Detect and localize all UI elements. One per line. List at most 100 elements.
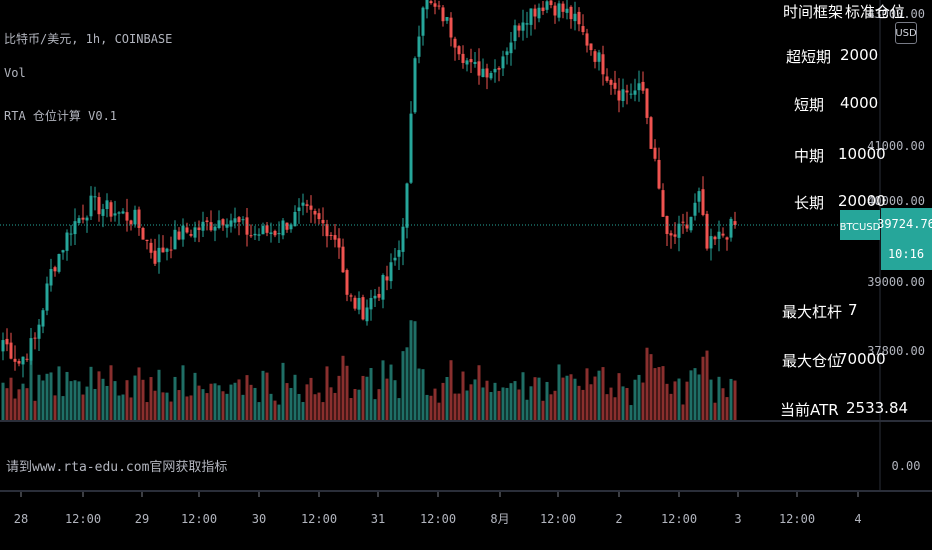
volume-bar <box>409 320 413 420</box>
volume-bar <box>381 360 385 420</box>
candle-body <box>413 58 417 113</box>
volume-bar <box>53 395 57 420</box>
volume-bar <box>733 380 737 420</box>
candle-body <box>121 211 125 214</box>
volume-bar <box>417 368 421 420</box>
candle-body <box>713 236 717 240</box>
candle-body <box>321 219 325 224</box>
candle-body <box>453 38 457 48</box>
x-axis-tick-label: 8月 <box>490 512 509 526</box>
volume-bar <box>341 355 345 420</box>
candle-body <box>297 207 301 212</box>
volume-bar <box>21 383 25 420</box>
volume-bar <box>201 389 205 420</box>
candle-body <box>221 219 225 226</box>
volume-bar <box>205 393 209 420</box>
volume-bar <box>281 362 285 420</box>
volume-bar <box>389 364 393 420</box>
candle-body <box>161 247 165 253</box>
candle-body <box>249 235 253 237</box>
candle-body <box>225 224 229 228</box>
candle-body <box>337 238 341 248</box>
symbol-legend: 比特币/美元, 1h, COINBASE <box>4 32 173 46</box>
volume-bar <box>317 392 321 420</box>
volume-bar <box>701 356 705 420</box>
volume-bar <box>481 387 485 420</box>
volume-bar <box>133 375 137 420</box>
candle-body <box>689 216 693 231</box>
volume-bar <box>145 402 149 420</box>
volume-bar <box>17 389 21 420</box>
volume-bar <box>149 377 153 420</box>
candle-body <box>617 90 621 101</box>
volume-bar <box>693 368 697 420</box>
candle-body <box>545 1 549 10</box>
volume-bar <box>429 395 433 420</box>
candle-body <box>481 68 485 78</box>
volume-bar <box>209 383 213 420</box>
candle-body <box>125 212 129 221</box>
volume-bar <box>29 356 33 420</box>
volume-bar <box>457 393 461 420</box>
row-value: 4000 <box>840 94 879 112</box>
volume-bar <box>213 383 217 420</box>
volume-bar <box>557 364 561 420</box>
volume-bar <box>197 385 201 420</box>
candle-body <box>17 361 21 364</box>
candle-body <box>673 234 677 237</box>
candle-body <box>705 213 709 249</box>
volume-bar <box>273 400 277 420</box>
volume-bar <box>125 380 129 420</box>
volume-bar <box>297 393 301 420</box>
volume-bar <box>657 367 661 420</box>
volume-bar <box>697 374 701 420</box>
candle-body <box>397 250 401 257</box>
candle-body <box>729 218 733 238</box>
volume-bar <box>545 381 549 420</box>
candle-body <box>613 82 617 89</box>
volume-bar <box>501 387 505 420</box>
volume-bar <box>117 395 121 420</box>
candle-body <box>217 220 221 228</box>
row-name: 当前ATR <box>780 401 839 419</box>
indicator-pane-text: 请到www.rta-edu.com官网获取指标 <box>6 460 228 475</box>
volume-bar <box>685 381 689 420</box>
currency-toggle-button[interactable]: USD <box>895 22 917 44</box>
volume-bar <box>513 381 517 420</box>
volume-bar <box>101 378 105 420</box>
volume-bar <box>681 404 685 420</box>
candle-body <box>573 13 577 22</box>
x-axis-tick-label: 12:00 <box>301 512 337 526</box>
candle-body <box>577 11 581 25</box>
candle-body <box>49 268 53 286</box>
volume-bar <box>65 371 69 420</box>
volume-bar <box>13 398 17 420</box>
candle-body <box>389 262 393 282</box>
volume-bar <box>169 401 173 420</box>
candle-body <box>69 233 73 235</box>
candle-body <box>593 51 597 62</box>
volume-bar <box>433 388 437 420</box>
candle-body <box>509 42 513 54</box>
volume-bar <box>141 379 145 420</box>
candle-body <box>33 337 37 339</box>
volume-bar <box>361 375 365 420</box>
candle-body <box>245 217 249 235</box>
volume-bar <box>73 380 77 420</box>
volume-bar <box>637 374 641 420</box>
candle-body <box>645 88 649 118</box>
candle-body <box>621 89 625 102</box>
candle-body <box>293 211 297 227</box>
candle-body <box>637 83 641 91</box>
volume-bar <box>289 387 293 420</box>
volume-bar <box>709 379 713 420</box>
volume-bar <box>373 399 377 420</box>
row-value: 2000 <box>840 46 879 64</box>
x-axis-tick-label: 3 <box>734 512 741 526</box>
x-axis-tick-label: 4 <box>854 512 861 526</box>
candle-body <box>281 220 285 236</box>
volume-bar <box>529 386 533 420</box>
volume-bar <box>677 378 681 420</box>
candle-body <box>209 222 213 231</box>
